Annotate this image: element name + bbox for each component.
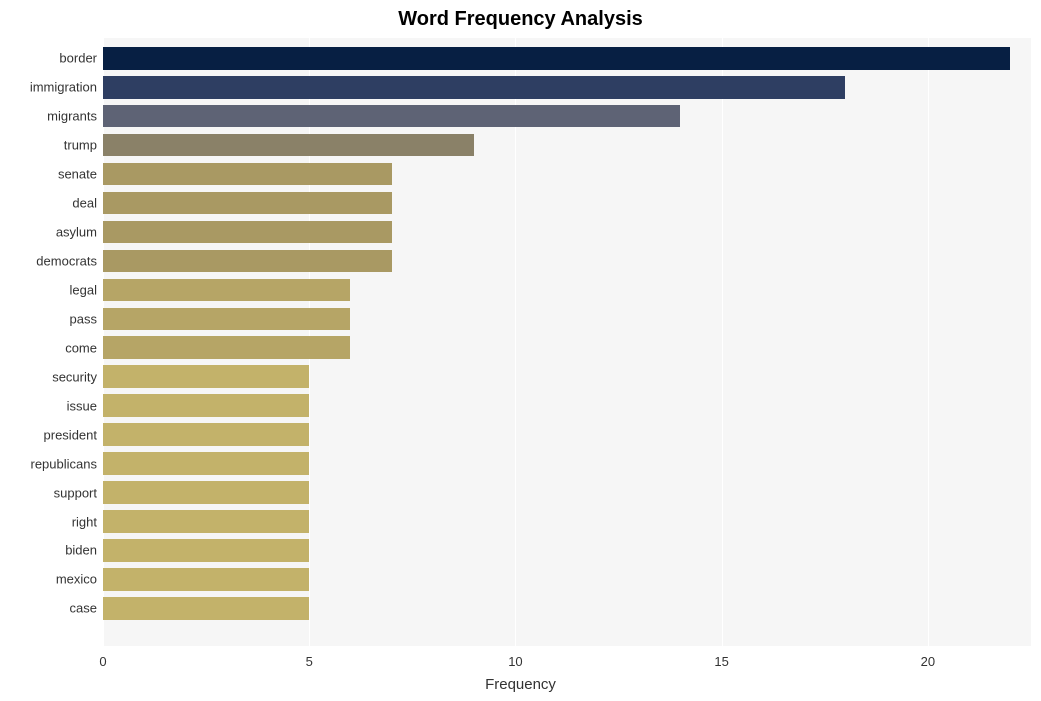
plot-area xyxy=(103,38,1031,646)
y-tick-label: biden xyxy=(65,543,97,558)
y-tick-label: support xyxy=(54,485,97,500)
bar xyxy=(103,597,309,620)
bar xyxy=(103,394,309,417)
y-tick-label: legal xyxy=(70,282,97,297)
y-tick-label: asylum xyxy=(56,224,97,239)
y-tick-label: senate xyxy=(58,167,97,182)
x-axis-title: Frequency xyxy=(0,676,1041,693)
x-tick-label: 0 xyxy=(99,654,106,669)
y-tick-label: come xyxy=(65,340,97,355)
y-tick-label: immigration xyxy=(30,80,97,95)
bar xyxy=(103,192,392,215)
y-tick-label: president xyxy=(44,427,97,442)
bar xyxy=(103,365,309,388)
bar xyxy=(103,47,1010,70)
bar xyxy=(103,452,309,475)
gridline xyxy=(928,38,929,646)
bar xyxy=(103,76,845,99)
bar xyxy=(103,250,392,273)
bar xyxy=(103,481,309,504)
y-tick-label: border xyxy=(59,51,97,66)
bar xyxy=(103,163,392,186)
x-tick-label: 15 xyxy=(714,654,728,669)
y-tick-label: mexico xyxy=(56,572,97,587)
y-tick-label: issue xyxy=(67,398,97,413)
bar xyxy=(103,539,309,562)
y-tick-label: democrats xyxy=(36,253,97,268)
gridline xyxy=(722,38,723,646)
bar xyxy=(103,221,392,244)
x-tick-label: 20 xyxy=(921,654,935,669)
y-tick-label: security xyxy=(52,369,97,384)
x-tick-label: 10 xyxy=(508,654,522,669)
y-tick-label: pass xyxy=(70,311,97,326)
y-tick-label: migrants xyxy=(47,109,97,124)
chart-title: Word Frequency Analysis xyxy=(0,8,1041,31)
y-tick-label: deal xyxy=(72,196,97,211)
y-tick-label: republicans xyxy=(31,456,98,471)
bar xyxy=(103,336,350,359)
bar xyxy=(103,308,350,331)
y-tick-label: case xyxy=(70,601,97,616)
bar xyxy=(103,568,309,591)
y-tick-label: trump xyxy=(64,138,97,153)
bar xyxy=(103,134,474,157)
chart-container: Word Frequency Analysis Frequency border… xyxy=(0,0,1041,701)
gridline xyxy=(515,38,516,646)
bar xyxy=(103,510,309,533)
bar xyxy=(103,279,350,302)
x-tick-label: 5 xyxy=(306,654,313,669)
bar xyxy=(103,105,680,128)
y-tick-label: right xyxy=(72,514,97,529)
bar xyxy=(103,423,309,446)
